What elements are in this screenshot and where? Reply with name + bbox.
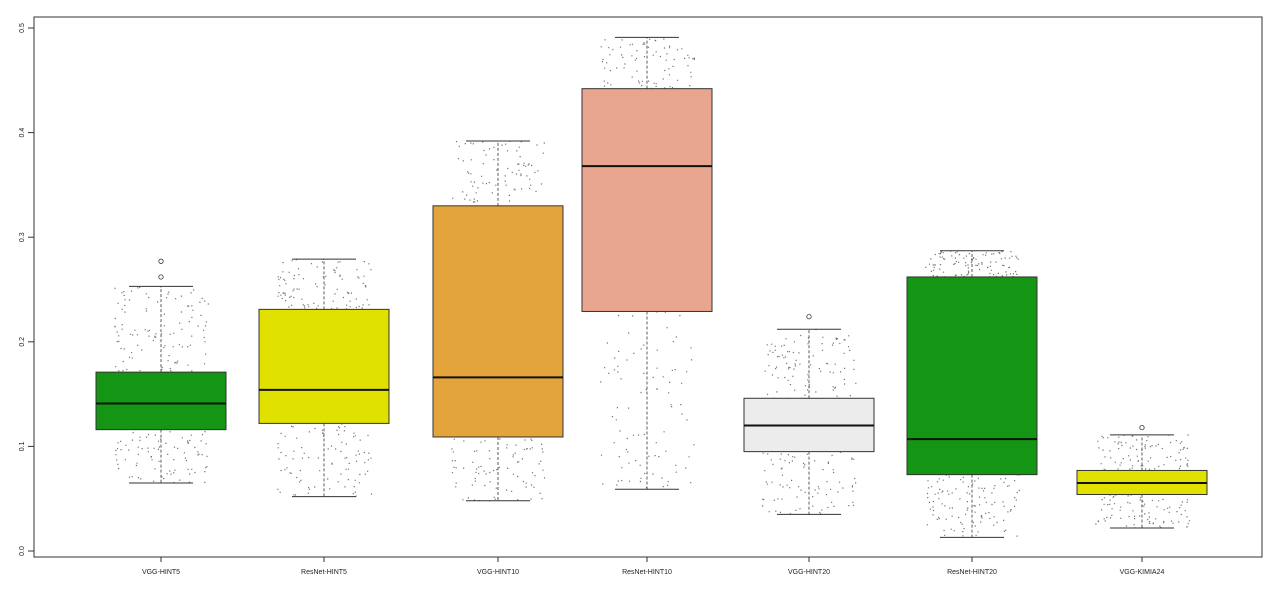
x-tick-label: ResNet-HINT20 <box>947 569 997 576</box>
x-tick-label: VGG-KIMIA24 <box>1120 569 1165 576</box>
y-tick-label: 0.5 <box>19 23 26 33</box>
box-iqr <box>906 276 1038 476</box>
box-vgg-kimia24 <box>1076 424 1208 529</box>
x-axis: VGG-HINT5 ResNet-HINT5 VGG-HINT10 ResNet-HI… <box>142 556 1165 576</box>
box-resnet-hint10 <box>581 36 713 490</box>
x-tick-label: VGG-HINT5 <box>142 569 180 576</box>
y-tick-label: 0.4 <box>19 128 26 138</box>
y-tick-label: 0.0 <box>19 546 26 556</box>
y-tick-label: 0.3 <box>19 232 26 242</box>
x-tick-label: VGG-HINT10 <box>477 569 519 576</box>
box-vgg-hint5 <box>95 258 227 484</box>
y-tick-label: 0.2 <box>19 337 26 347</box>
outlier-point <box>158 274 164 280</box>
box-vgg-hint10 <box>432 140 564 502</box>
outlier-point <box>158 258 164 264</box>
box-iqr <box>432 205 564 438</box>
y-axis: 0.0 0.1 0.2 0.3 0.4 0.5 <box>19 23 35 556</box>
outlier-point <box>806 314 812 320</box>
x-tick-label: ResNet-HINT5 <box>301 569 347 576</box>
box-vgg-hint20 <box>743 314 875 515</box>
box-resnet-hint5 <box>258 258 390 498</box>
box-resnet-hint20 <box>906 250 1038 538</box>
box-iqr <box>258 308 390 424</box>
y-tick-label: 0.1 <box>19 441 26 451</box>
x-tick-label: VGG-HINT20 <box>788 569 830 576</box>
box-iqr <box>95 371 227 431</box>
x-tick-label: ResNet-HINT10 <box>622 569 672 576</box>
boxes <box>95 36 1208 538</box>
outlier-point <box>1139 424 1145 431</box>
box-iqr <box>581 88 713 312</box>
